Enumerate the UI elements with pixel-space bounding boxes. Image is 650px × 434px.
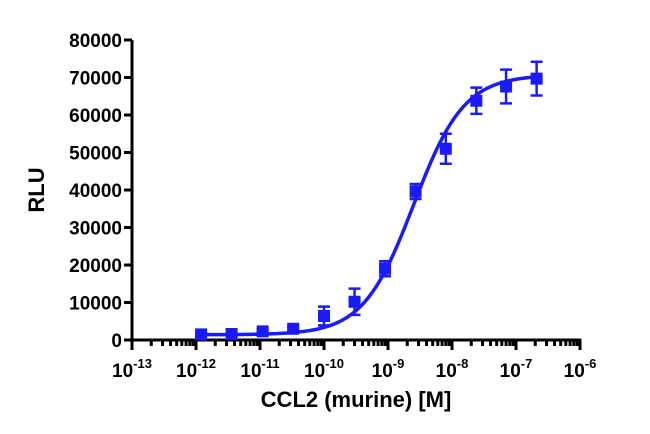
y-tick-label: 70000 (69, 69, 122, 90)
y-tick-label: 30000 (69, 219, 122, 240)
data-marker (439, 142, 452, 155)
data-point (256, 325, 269, 338)
x-tick-label: 10-11 (240, 356, 279, 382)
data-marker (225, 328, 238, 340)
data-point (409, 182, 422, 201)
data-point (439, 132, 452, 165)
x-ticks: 10-13 10-12 10-11 10-10 10-9 10-8 10-7 10-6 (112, 340, 596, 382)
data-marker (287, 322, 300, 335)
x-tick-label: 10-10 (304, 356, 344, 382)
data-point (379, 260, 392, 278)
x-tick-label: 10-6 (564, 356, 597, 382)
data-point (195, 328, 208, 341)
data-marker (256, 325, 269, 338)
data-marker (379, 262, 392, 275)
x-tick-label: 10-8 (436, 356, 469, 382)
data-point (348, 287, 361, 317)
data-marker (500, 80, 513, 93)
data-points (195, 60, 543, 341)
data-marker (348, 295, 361, 308)
data-marker (195, 328, 208, 341)
y-tick-label: 20000 (69, 256, 122, 277)
x-tick-label: 10-9 (372, 356, 405, 382)
y-ticks: 0 10000 20000 30000 40000 50000 60000 70000 8000… (69, 31, 132, 352)
data-point (500, 68, 513, 105)
y-tick-label: 60000 (69, 106, 122, 127)
fit-curve (201, 75, 537, 337)
y-tick-label: 10000 (69, 294, 122, 315)
y-tick-label: 40000 (69, 181, 122, 202)
y-tick-label: 0 (111, 331, 122, 352)
data-marker (470, 94, 483, 107)
data-point (287, 322, 300, 335)
y-tick-label: 50000 (69, 144, 122, 165)
data-point (318, 305, 330, 327)
x-axis-title: CCL2 (murine) [M] (261, 387, 452, 412)
x-tick-label: 10-13 (112, 356, 152, 382)
data-marker (530, 72, 543, 85)
y-axis-title: RLU (24, 167, 49, 212)
data-marker (409, 185, 422, 198)
data-point (470, 86, 483, 116)
data-marker (318, 310, 330, 322)
x-tick-label: 10-7 (500, 356, 533, 382)
y-tick-label: 80000 (69, 31, 122, 52)
data-point (225, 328, 238, 340)
fit-curve-layer (201, 75, 537, 337)
x-tick-label: 10-12 (176, 356, 216, 382)
data-point (530, 60, 543, 97)
